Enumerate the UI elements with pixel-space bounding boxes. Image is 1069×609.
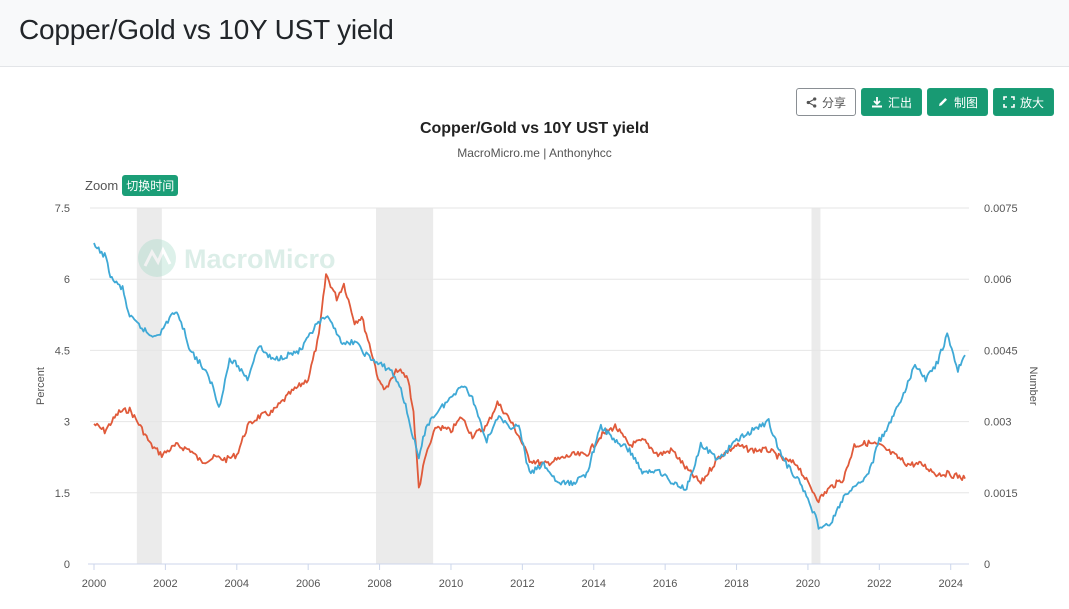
series-lines	[93, 242, 966, 530]
draw-label: 制图	[953, 95, 978, 110]
share-icon	[806, 96, 817, 108]
x-tick-label: 2014	[582, 578, 606, 590]
fullscreen-label: 放大	[1019, 95, 1044, 110]
x-tick-label: 2018	[724, 578, 748, 590]
y-right-tick-label: 0.006	[984, 274, 1012, 286]
x-tick-label: 2002	[153, 578, 177, 590]
x-tick-label: 2006	[296, 578, 320, 590]
recession-bands	[136, 208, 821, 564]
zoom-control: Zoom 切换时间	[85, 175, 179, 196]
x-tick-label: 2010	[439, 578, 463, 590]
page-header: Copper/Gold vs 10Y UST yield	[0, 0, 1069, 67]
share-button[interactable]: 分享	[795, 88, 856, 116]
chart-toolbar: 分享 汇出 制图 放大	[795, 88, 1054, 116]
y-right-tick-label: 0.003	[984, 417, 1012, 429]
draw-button[interactable]: 制图	[926, 88, 988, 116]
axes: 0 1.5 3 4.5 6 7.5 0 0.0015 0.003 0.0045 0.006 0.007…	[55, 203, 1018, 590]
fullscreen-button[interactable]: 放大	[992, 88, 1054, 116]
y-right-tick-label: 0.0015	[984, 488, 1018, 500]
page-title: Copper/Gold vs 10Y UST yield	[19, 14, 394, 45]
download-icon	[871, 96, 883, 108]
export-button[interactable]: 汇出	[860, 88, 922, 116]
y-left-tick-label: 6	[64, 274, 70, 286]
y-left-tick-label: 3	[64, 417, 70, 429]
recession-band-2	[811, 208, 821, 564]
y-left-tick-label: 7.5	[55, 203, 70, 215]
series-line-copper-gold	[93, 242, 966, 530]
x-tick-label: 2012	[510, 578, 534, 590]
series-line-ust-yield	[93, 273, 966, 504]
share-label: 分享	[821, 95, 846, 110]
y-axis-left-title: Percent	[35, 367, 47, 405]
x-tick-label: 2016	[653, 578, 677, 590]
x-tick-label: 2000	[82, 578, 106, 590]
watermark: MacroMicro	[138, 239, 336, 277]
chart-title: Copper/Gold vs 10Y UST yield	[419, 120, 650, 137]
x-tick-label: 2004	[225, 578, 249, 590]
x-tick-label: 2024	[938, 578, 962, 590]
expand-icon	[1003, 96, 1015, 108]
y-left-tick-label: 0	[64, 559, 70, 571]
zoom-label: Zoom	[85, 178, 119, 193]
x-tick-label: 2020	[796, 578, 820, 590]
y-right-tick-label: 0.0075	[984, 203, 1018, 215]
x-tick-label: 2008	[367, 578, 391, 590]
y-axis-right-title: Number	[1027, 366, 1039, 405]
y-left-tick-label: 4.5	[55, 345, 70, 357]
export-label: 汇出	[887, 95, 912, 110]
y-right-tick-label: 0	[984, 559, 990, 571]
y-right-tick-label: 0.0045	[984, 345, 1018, 357]
zoom-toggle-button[interactable]: 切换时间	[122, 175, 179, 196]
recession-band-0	[136, 208, 162, 564]
watermark-text: MacroMicro	[184, 244, 336, 274]
y-left-tick-label: 1.5	[55, 488, 70, 500]
pencil-icon	[937, 96, 949, 108]
recession-band-1	[376, 208, 434, 564]
chart-subtitle: MacroMicro.me | Anthonyhcc	[457, 146, 612, 160]
macromicro-logo-icon	[138, 239, 176, 277]
x-tick-label: 2022	[867, 578, 891, 590]
